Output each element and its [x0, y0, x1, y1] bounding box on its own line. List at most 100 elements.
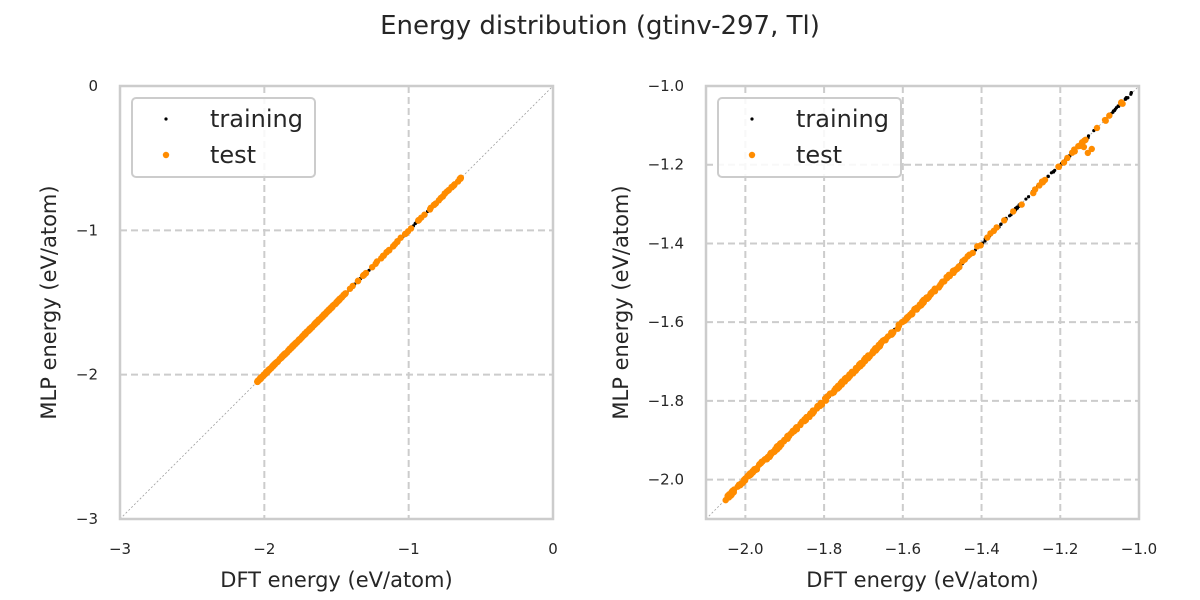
test-point: [333, 299, 340, 306]
y-axis-label: MLP energy (eV/atom): [37, 185, 61, 419]
test-point: [1001, 217, 1008, 224]
test-point: [964, 253, 971, 260]
test-point: [1071, 148, 1078, 155]
test-point: [431, 201, 438, 208]
test-point: [969, 249, 976, 257]
test-point: [753, 466, 761, 473]
x-tick-label: −1.2: [1042, 540, 1078, 558]
x-tick-label: −3: [109, 540, 131, 558]
x-tick-label: −1.0: [1121, 540, 1157, 558]
training-point: [1049, 171, 1054, 175]
y-tick-label: −1.4: [648, 234, 684, 252]
test-point: [1118, 99, 1125, 106]
test-point: [787, 430, 794, 437]
x-tick-label: −1: [398, 540, 420, 558]
legend-label-training: training: [796, 105, 889, 133]
test-point: [946, 272, 954, 280]
test-point: [834, 384, 841, 391]
figure-title: Energy distribution (gtinv-297, Tl): [380, 11, 820, 41]
test-point: [737, 480, 745, 488]
plot-frame: [118, 84, 555, 521]
test-point: [949, 267, 957, 275]
data-points: [254, 174, 465, 386]
legend-marker-training: [164, 117, 168, 121]
test-point: [295, 336, 303, 343]
test-point: [1060, 159, 1068, 166]
y-tick-label: −3: [76, 510, 98, 528]
legend-marker-test: [748, 151, 756, 159]
test-point: [987, 230, 994, 237]
test-point: [1080, 143, 1088, 151]
training-point: [1015, 206, 1019, 210]
test-point: [327, 305, 334, 312]
y-tick-label: −1.0: [648, 77, 684, 95]
test-point: [792, 426, 799, 433]
test-point: [318, 314, 325, 321]
test-point: [1055, 163, 1062, 170]
legend-label-test: test: [210, 141, 256, 169]
y-tick-label: −1.2: [648, 156, 684, 174]
test-point: [923, 294, 930, 302]
y-tick-label: −2.0: [648, 471, 684, 489]
legend-box: [717, 97, 902, 178]
plot-frame: [704, 84, 1141, 521]
test-point: [380, 252, 388, 259]
y-tick-label: 0: [88, 77, 98, 95]
test-point: [810, 408, 818, 416]
y-axis-label: MLP energy (eV/atom): [609, 185, 633, 419]
test-point: [407, 225, 415, 232]
test-point: [803, 413, 810, 421]
test-point: [852, 367, 859, 374]
test-point: [441, 190, 449, 197]
test-point: [360, 271, 368, 279]
test-point: [1093, 124, 1101, 132]
training-point: [1129, 91, 1133, 95]
test-point: [349, 282, 356, 290]
test-point: [308, 324, 316, 331]
test-point: [401, 230, 409, 238]
test-point: [916, 301, 924, 308]
test-point: [454, 178, 462, 185]
test-point: [448, 183, 455, 191]
test-point: [260, 371, 267, 379]
test-point: [1084, 149, 1092, 157]
test-point: [929, 288, 937, 295]
x-tick-label: −2.0: [727, 540, 763, 558]
test-point: [895, 322, 903, 329]
test-point: [266, 366, 273, 373]
test-point: [855, 361, 863, 368]
test-point: [798, 418, 806, 425]
test-point: [977, 242, 984, 249]
x-tick-label: −1.4: [963, 540, 999, 558]
test-point: [437, 194, 445, 202]
test-point: [772, 445, 779, 453]
test-point: [415, 216, 423, 224]
test-point: [372, 260, 379, 267]
test-point: [1018, 201, 1025, 208]
x-axis-label: DFT energy (eV/atom): [220, 568, 452, 592]
legend-label-test: test: [796, 141, 842, 169]
legend: training test: [717, 97, 902, 178]
chart-panel-2: −2.0 −1.8 −1.6 −1.4 −1.2 −1.0 −2.0 −1.8 −1.6 −1.4…: [609, 77, 1157, 592]
test-point: [761, 456, 769, 463]
test-point: [872, 344, 879, 352]
test-point: [1101, 116, 1109, 124]
test-point: [727, 492, 735, 499]
training-point: [1123, 97, 1127, 101]
test-point: [900, 318, 907, 325]
training-point: [1112, 108, 1117, 113]
legend: training test: [131, 97, 316, 178]
test-point: [1088, 145, 1095, 153]
test-point: [767, 450, 775, 458]
test-point: [747, 471, 754, 478]
test-point: [889, 330, 896, 337]
test-point: [741, 476, 748, 483]
test-point: [338, 293, 346, 301]
x-tick-label: 0: [548, 540, 558, 558]
test-point: [817, 399, 825, 407]
test-point: [826, 390, 834, 397]
test-point: [426, 206, 434, 213]
training-point: [1046, 174, 1050, 179]
x-tick-label: −1.8: [806, 540, 842, 558]
